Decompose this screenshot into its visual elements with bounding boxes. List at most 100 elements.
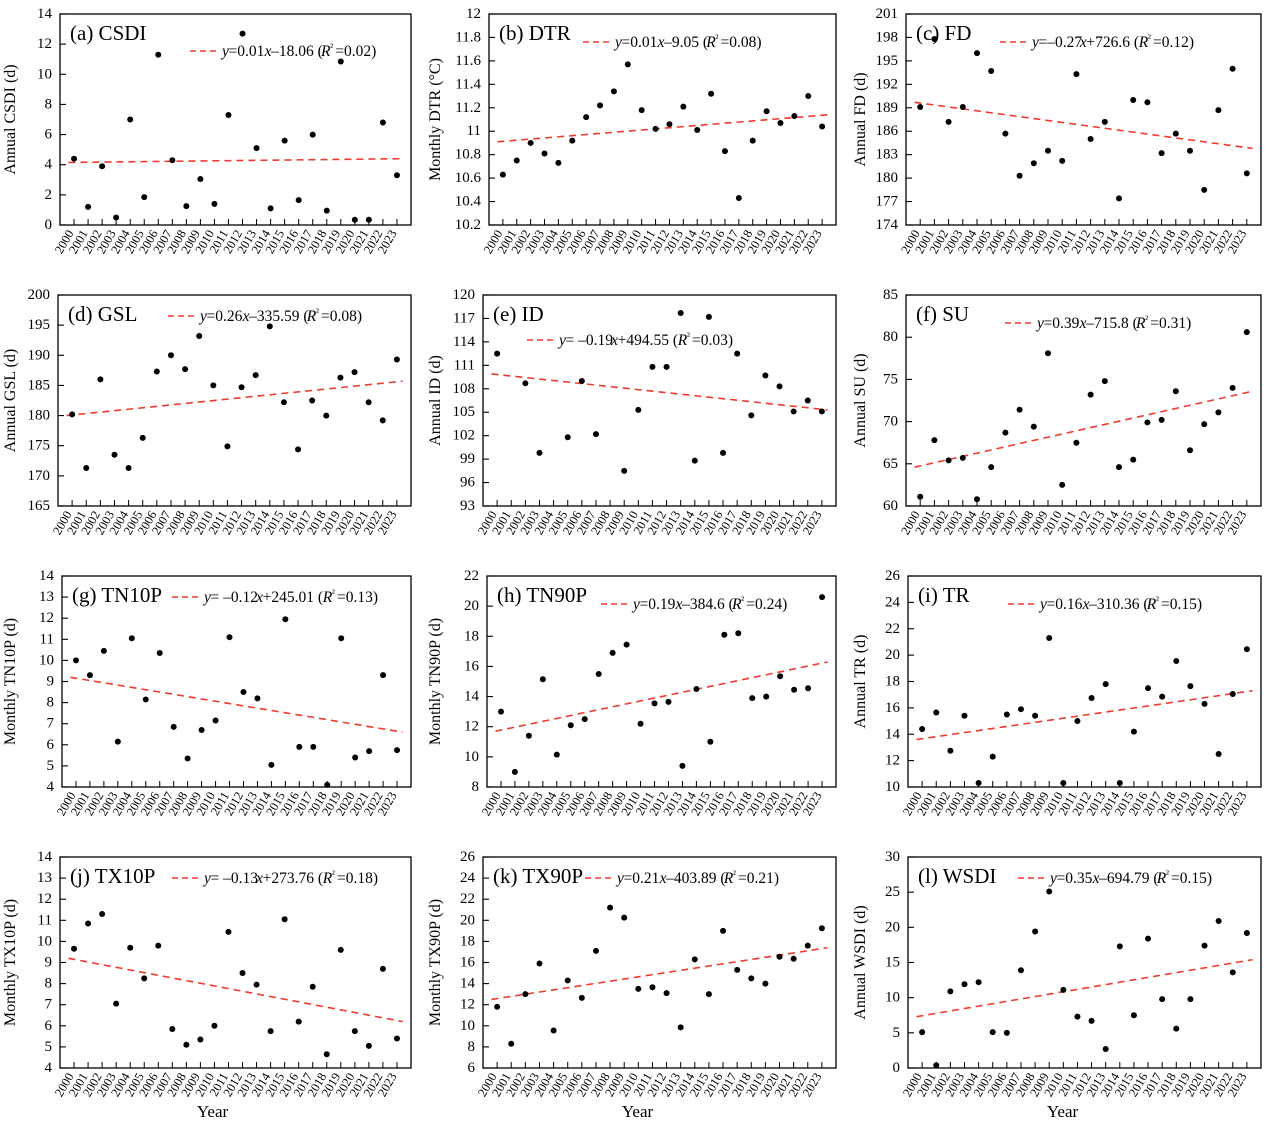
svg-text:114: 114 [453, 334, 475, 350]
svg-text:26: 26 [460, 849, 476, 865]
svg-text:10: 10 [464, 749, 479, 765]
svg-text:16: 16 [464, 658, 480, 674]
svg-text:200: 200 [28, 287, 51, 303]
svg-text:12: 12 [466, 6, 481, 22]
svg-text:99: 99 [460, 451, 475, 467]
svg-text:10: 10 [37, 933, 52, 949]
svg-text:190: 190 [28, 347, 51, 363]
svg-text:111: 111 [454, 357, 475, 373]
svg-text:Annual GSL (d): Annual GSL (d) [2, 349, 19, 452]
svg-text:9: 9 [47, 674, 55, 690]
svg-text:10: 10 [39, 652, 54, 668]
svg-text:2: 2 [45, 187, 53, 203]
svg-text:192: 192 [876, 76, 899, 92]
svg-text:25: 25 [885, 884, 900, 900]
svg-text:18: 18 [464, 628, 479, 644]
svg-text:Annual ID (d): Annual ID (d) [427, 355, 444, 446]
svg-text:198: 198 [876, 29, 899, 45]
svg-text:11.2: 11.2 [455, 100, 481, 116]
svg-text:75: 75 [883, 371, 898, 387]
svg-text:y=0.39x–715.8 (R²=0.31): y=0.39x–715.8 (R² =0.31) [1035, 314, 1191, 332]
svg-text:y=0.35x–694.79 (R²=0.15): y=0.35x–694.79 (R² =0.15) [1048, 869, 1212, 887]
svg-text:108: 108 [453, 381, 476, 397]
svg-text:14: 14 [460, 976, 476, 992]
svg-text:y=0.16x–310.36 (R²=0.15): y=0.16x–310.36 (R² =0.15) [1038, 595, 1202, 613]
svg-text:16: 16 [885, 700, 901, 716]
svg-text:165: 165 [28, 498, 51, 514]
svg-text:195: 195 [28, 317, 51, 333]
svg-text:10.4: 10.4 [455, 194, 482, 210]
svg-text:185: 185 [28, 377, 51, 393]
svg-text:(f) SU: (f) SU [916, 302, 969, 326]
svg-text:30: 30 [885, 849, 900, 865]
svg-text:60: 60 [883, 498, 898, 514]
svg-text:13: 13 [37, 870, 52, 886]
svg-text:14: 14 [885, 726, 901, 742]
svg-text:12: 12 [37, 891, 52, 907]
svg-text:22: 22 [885, 621, 900, 637]
svg-text:12: 12 [885, 753, 900, 769]
svg-text:65: 65 [883, 456, 898, 472]
svg-text:18: 18 [460, 933, 475, 949]
svg-text:Monthly TX90P (d): Monthly TX90P (d) [427, 899, 444, 1026]
svg-text:Annual WSDI (d): Annual WSDI (d) [852, 905, 869, 1019]
svg-text:(j) TX10P: (j) TX10P [70, 864, 155, 888]
svg-text:14: 14 [37, 849, 53, 865]
svg-text:(b) DTR: (b) DTR [499, 21, 571, 45]
svg-text:(c) FD: (c) FD [916, 21, 971, 45]
svg-text:y=0.01x–9.05 (R²=0.08): y=0.01x–9.05 (R² =0.08) [613, 33, 762, 51]
svg-text:70: 70 [883, 414, 898, 430]
svg-text:26: 26 [885, 568, 901, 584]
svg-text:10.2: 10.2 [455, 217, 481, 233]
svg-text:y=0.01x–18.06 (R²=0.02): y=0.01x–18.06 (R² =0.02) [220, 42, 376, 60]
svg-text:11.8: 11.8 [455, 29, 481, 45]
svg-text:y=0.21x–403.89 (R²=0.21): y=0.21x–403.89 (R² =0.21) [615, 869, 779, 887]
svg-text:189: 189 [876, 100, 899, 116]
svg-text:8: 8 [45, 976, 53, 992]
svg-text:4: 4 [47, 779, 55, 795]
svg-text:y=0.19x–384.6 (R²=0.24): y=0.19x–384.6 (R² =0.24) [631, 595, 787, 613]
svg-text:22: 22 [464, 568, 479, 584]
svg-text:Annual TR (d): Annual TR (d) [852, 635, 869, 729]
svg-text:6: 6 [468, 1060, 476, 1076]
svg-text:y=–0.27x+726.6 (R²=0.12): y=–0.27x+726.6 (R² =0.12) [1030, 33, 1194, 51]
svg-text:10: 10 [460, 1018, 475, 1034]
svg-text:170: 170 [28, 468, 51, 484]
svg-text:10.8: 10.8 [455, 147, 481, 163]
svg-text:(g) TN10P: (g) TN10P [72, 583, 162, 607]
svg-text:Monthly TN90P (d): Monthly TN90P (d) [427, 618, 444, 745]
svg-text:186: 186 [876, 123, 899, 139]
svg-text:y= –0.13x+273.76 (R²=0.18): y= –0.13x+273.76 (R² =0.18) [202, 869, 378, 887]
svg-text:80: 80 [883, 329, 898, 345]
svg-text:(l) WSDI: (l) WSDI [918, 864, 996, 888]
svg-text:Annual CSDI (d): Annual CSDI (d) [2, 64, 19, 174]
svg-text:Annual SU (d): Annual SU (d) [852, 353, 869, 447]
svg-text:12: 12 [39, 610, 54, 626]
svg-text:(k) TX90P: (k) TX90P [493, 864, 583, 888]
svg-text:93: 93 [460, 498, 475, 514]
svg-text:180: 180 [876, 170, 899, 186]
svg-text:5: 5 [45, 1039, 53, 1055]
svg-text:11: 11 [467, 123, 481, 139]
svg-text:12: 12 [460, 997, 475, 1013]
svg-text:11.4: 11.4 [455, 76, 481, 92]
svg-text:20: 20 [885, 647, 900, 663]
svg-text:8: 8 [468, 1039, 476, 1055]
svg-text:y= –0.19x+494.55 (R²=0.03): y= –0.19x+494.55 (R² =0.03) [557, 331, 733, 349]
svg-text:11.6: 11.6 [455, 53, 481, 69]
svg-text:85: 85 [883, 287, 898, 303]
svg-text:10.6: 10.6 [455, 170, 482, 186]
svg-text:14: 14 [464, 689, 480, 705]
svg-text:10: 10 [885, 779, 900, 795]
svg-text:117: 117 [453, 310, 475, 326]
svg-text:177: 177 [876, 194, 899, 210]
svg-text:(e) ID: (e) ID [493, 302, 544, 326]
svg-text:6: 6 [45, 127, 53, 143]
svg-text:(a) CSDI: (a) CSDI [70, 21, 146, 45]
svg-text:9: 9 [45, 955, 53, 971]
svg-text:5: 5 [47, 758, 55, 774]
svg-text:11: 11 [40, 631, 54, 647]
svg-text:96: 96 [460, 475, 476, 491]
svg-text:Annual FD (d): Annual FD (d) [852, 72, 869, 166]
svg-text:y=0.26x–335.59 (R²=0.08): y=0.26x–335.59 (R² =0.08) [198, 307, 362, 325]
